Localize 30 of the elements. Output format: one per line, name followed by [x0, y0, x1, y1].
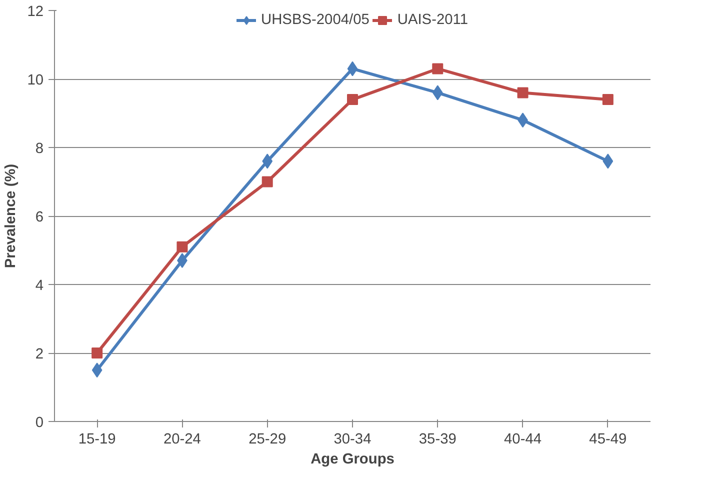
point	[517, 87, 528, 98]
y-tick-label: 10	[27, 72, 44, 88]
y-tick-label: 4	[35, 278, 44, 294]
point	[262, 176, 273, 188]
point	[602, 154, 614, 169]
point	[347, 61, 358, 76]
x-tick-label: 30-34	[334, 432, 372, 448]
y-tick-label: 8	[35, 141, 44, 157]
point	[176, 241, 188, 252]
point	[432, 63, 444, 74]
x-tick-label: 20-24	[163, 432, 201, 448]
point	[432, 85, 443, 100]
y-axis-title: Prevalence (%)	[3, 164, 20, 268]
x-tick-label: 15-19	[78, 432, 116, 448]
x-tick-label: 35-39	[418, 432, 456, 448]
y-tick-label: 12	[27, 4, 44, 20]
point	[347, 94, 358, 106]
point	[92, 348, 103, 358]
x-tick-label: 45-49	[589, 432, 627, 448]
point	[262, 154, 273, 169]
point	[602, 94, 614, 106]
x-tick-label: 40-44	[504, 432, 542, 448]
point	[92, 362, 102, 378]
y-tick-label: 0	[35, 415, 44, 431]
x-tick-label: 25-29	[248, 432, 286, 448]
x-axis-title: Age Groups	[310, 452, 394, 468]
y-tick-label: 6	[35, 210, 44, 226]
y-tick-label: 2	[35, 346, 44, 362]
legend-label: UAIS-2011	[397, 12, 468, 28]
legend-label: UHSBS-2004/05	[261, 12, 370, 28]
